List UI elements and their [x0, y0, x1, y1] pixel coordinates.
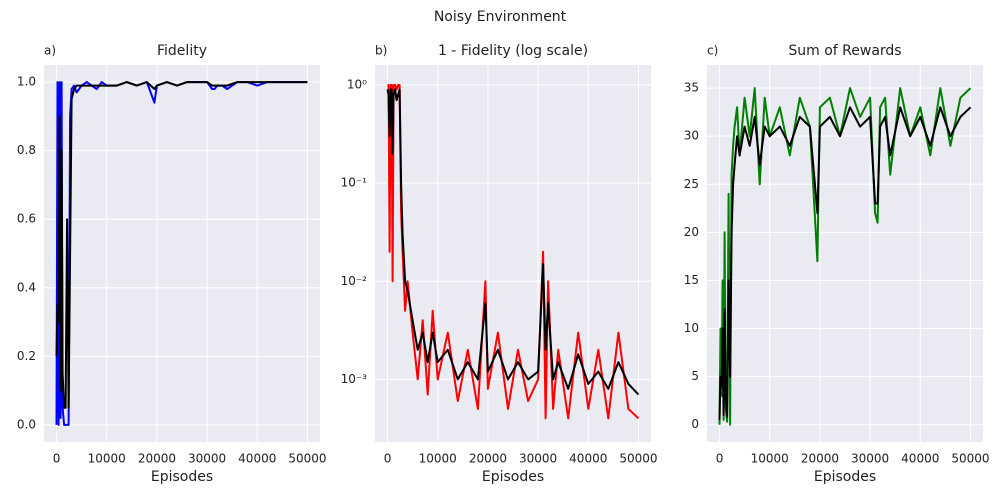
data-line [718, 106, 972, 420]
x-tick-label: 50000 [619, 452, 657, 466]
x-tick-label: 0 [716, 452, 724, 466]
y-tick-label: 35 [684, 81, 699, 95]
y-tick-label: 30 [684, 129, 699, 143]
x-tick-label: 20000 [138, 452, 176, 466]
panel-title: Sum of Rewards [788, 43, 901, 59]
y-tick-label: 10⁰ [347, 78, 367, 92]
panel-title: Fidelity [157, 43, 207, 59]
x-tick-label: 40000 [238, 452, 276, 466]
x-tick-label: 30000 [851, 452, 889, 466]
x-tick-label: 30000 [188, 452, 226, 466]
x-tick-label: 40000 [569, 452, 607, 466]
y-tick-label: 15 [684, 273, 699, 287]
y-tick-label: 10⁻² [341, 274, 368, 288]
y-tick-label: 10⁻³ [341, 372, 368, 386]
data-line [386, 88, 640, 396]
x-tick-label: 10000 [88, 452, 126, 466]
figure-title: Noisy Environment [434, 9, 567, 25]
x-axis-label: Episodes [482, 469, 544, 485]
x-tick-label: 20000 [469, 452, 507, 466]
x-tick-label: 50000 [288, 452, 326, 466]
y-tick-label: 0.4 [17, 280, 36, 294]
panel-label: c) [707, 44, 718, 58]
plot-area [44, 65, 320, 442]
y-tick-label: 20 [684, 225, 699, 239]
panel-label: a) [44, 44, 56, 58]
y-tick-label: 25 [684, 177, 699, 191]
x-tick-label: 20000 [801, 452, 839, 466]
data-line [55, 81, 308, 409]
y-tick-label: 0.2 [17, 349, 36, 363]
y-tick-label: 0.0 [17, 417, 36, 431]
panel-title: 1 - Fidelity (log scale) [438, 43, 588, 59]
data-line [387, 84, 640, 420]
y-tick-label: 1.0 [17, 75, 36, 89]
y-tick-label: 5 [691, 369, 699, 383]
y-tick-label: 10⁻¹ [341, 176, 368, 190]
x-axis-label: Episodes [151, 469, 213, 485]
x-tick-label: 50000 [951, 452, 989, 466]
x-tick-label: 30000 [519, 452, 557, 466]
y-tick-label: 0.8 [17, 143, 36, 157]
x-tick-label: 40000 [901, 452, 939, 466]
x-tick-label: 10000 [751, 452, 789, 466]
x-tick-label: 0 [384, 452, 392, 466]
y-tick-label: 0.6 [17, 212, 36, 226]
x-tick-label: 0 [53, 452, 61, 466]
panel-label: b) [375, 44, 387, 58]
y-tick-label: 10 [684, 321, 699, 335]
y-tick-label: 0 [691, 417, 699, 431]
x-tick-label: 10000 [419, 452, 457, 466]
x-axis-label: Episodes [814, 469, 876, 485]
